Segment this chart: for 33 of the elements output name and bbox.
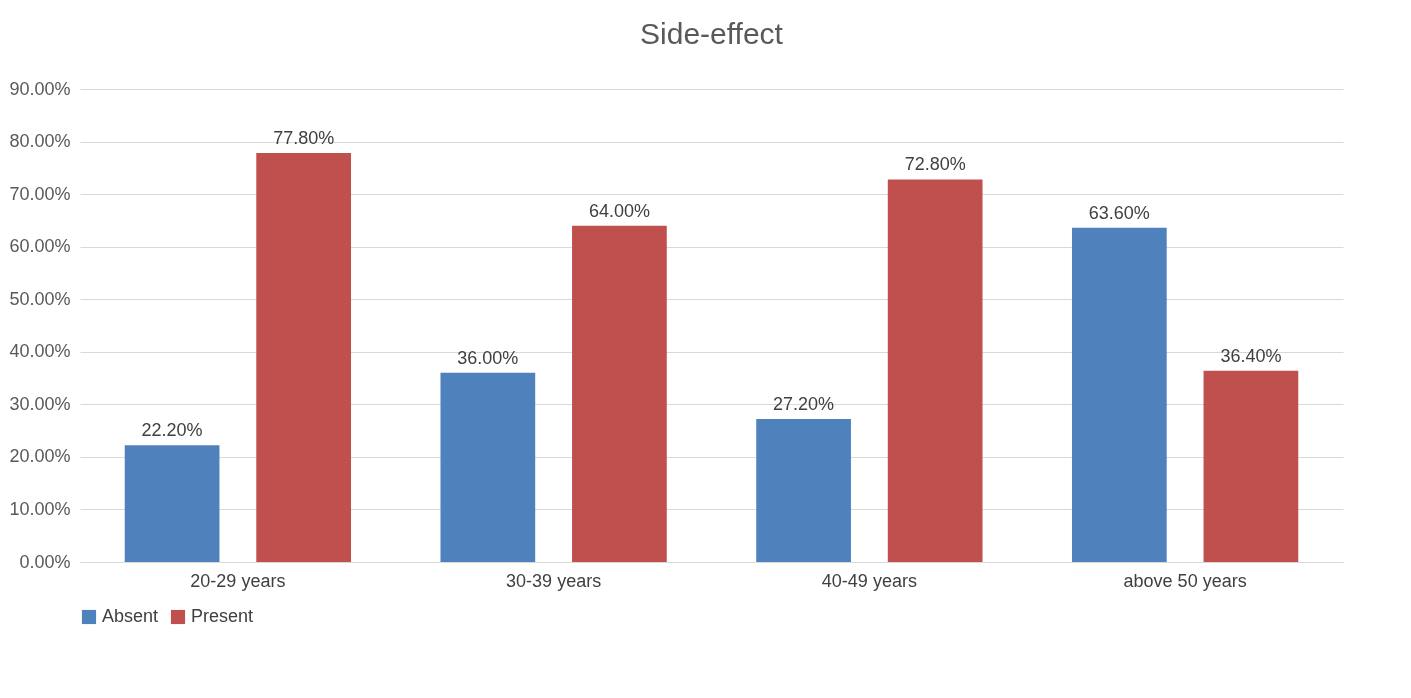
x-tick-label: 20-29 years bbox=[190, 570, 286, 591]
legend-label: Absent bbox=[102, 606, 159, 626]
y-tick-label: 10.00% bbox=[9, 498, 71, 519]
bar bbox=[572, 225, 667, 562]
bar bbox=[1203, 370, 1299, 562]
y-tick-label: 50.00% bbox=[9, 288, 71, 309]
y-tick-label: 40.00% bbox=[9, 341, 71, 362]
y-tick-label: 60.00% bbox=[9, 236, 71, 257]
x-tick-label: 40-49 years bbox=[821, 570, 917, 591]
x-tick-label: 30-39 years bbox=[506, 570, 602, 591]
y-tick-label: 20.00% bbox=[9, 446, 71, 467]
bar bbox=[1071, 227, 1167, 562]
legend-label: Present bbox=[191, 606, 254, 626]
x-tick-label: above 50 years bbox=[1123, 570, 1247, 591]
y-tick-label: 80.00% bbox=[9, 131, 71, 152]
data-label: 22.20% bbox=[141, 420, 203, 441]
y-tick-label: 70.00% bbox=[9, 183, 71, 204]
bar bbox=[756, 419, 851, 562]
bar bbox=[440, 372, 536, 562]
bar bbox=[256, 153, 352, 562]
y-tick-label: 0.00% bbox=[19, 551, 71, 572]
data-label: 36.00% bbox=[457, 347, 519, 368]
chart-title: Side-effect bbox=[640, 17, 784, 50]
data-label: 72.80% bbox=[904, 154, 966, 175]
data-label: 64.00% bbox=[588, 200, 650, 221]
bar bbox=[887, 179, 983, 562]
data-label: 77.80% bbox=[273, 128, 335, 149]
data-label: 63.60% bbox=[1088, 202, 1150, 223]
data-label: 36.40% bbox=[1220, 345, 1282, 366]
bar bbox=[124, 445, 220, 562]
data-label: 27.20% bbox=[773, 394, 835, 415]
y-tick-label: 90.00% bbox=[9, 78, 71, 99]
y-tick-label: 30.00% bbox=[9, 393, 71, 414]
